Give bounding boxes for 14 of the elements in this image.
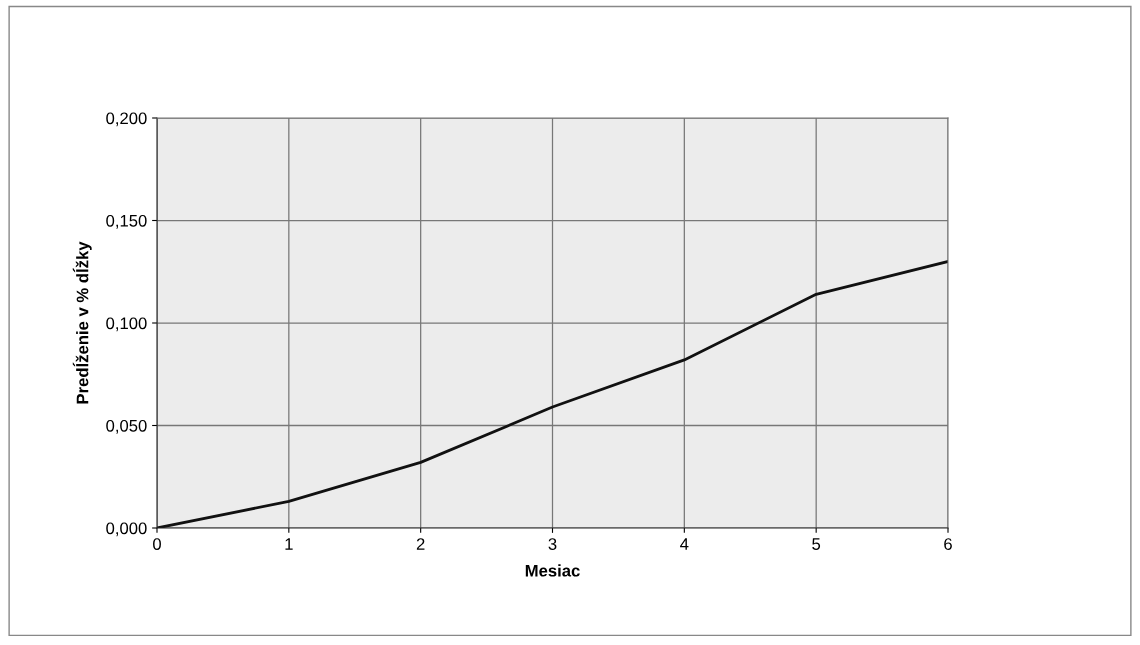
x-axis-title: Mesiac [525,564,580,577]
y-tick-label: 0,100 [106,317,147,332]
x-tick-label: 4 [680,538,689,550]
y-tick-label: 0,200 [106,112,147,127]
y-tick-label: 0,050 [106,419,147,434]
x-tick-label: 5 [812,538,821,550]
x-tick-label: 3 [548,538,557,550]
x-tick-label: 6 [944,538,952,550]
y-axis-title: Predĺženie v % dĺžky [72,241,92,404]
x-tick-label: 2 [416,538,425,550]
x-tick-label: 0 [153,538,161,550]
y-tick-label: 0,000 [106,522,147,537]
x-tick-label: 1 [285,538,293,550]
y-tick-label: 0,150 [106,214,147,229]
